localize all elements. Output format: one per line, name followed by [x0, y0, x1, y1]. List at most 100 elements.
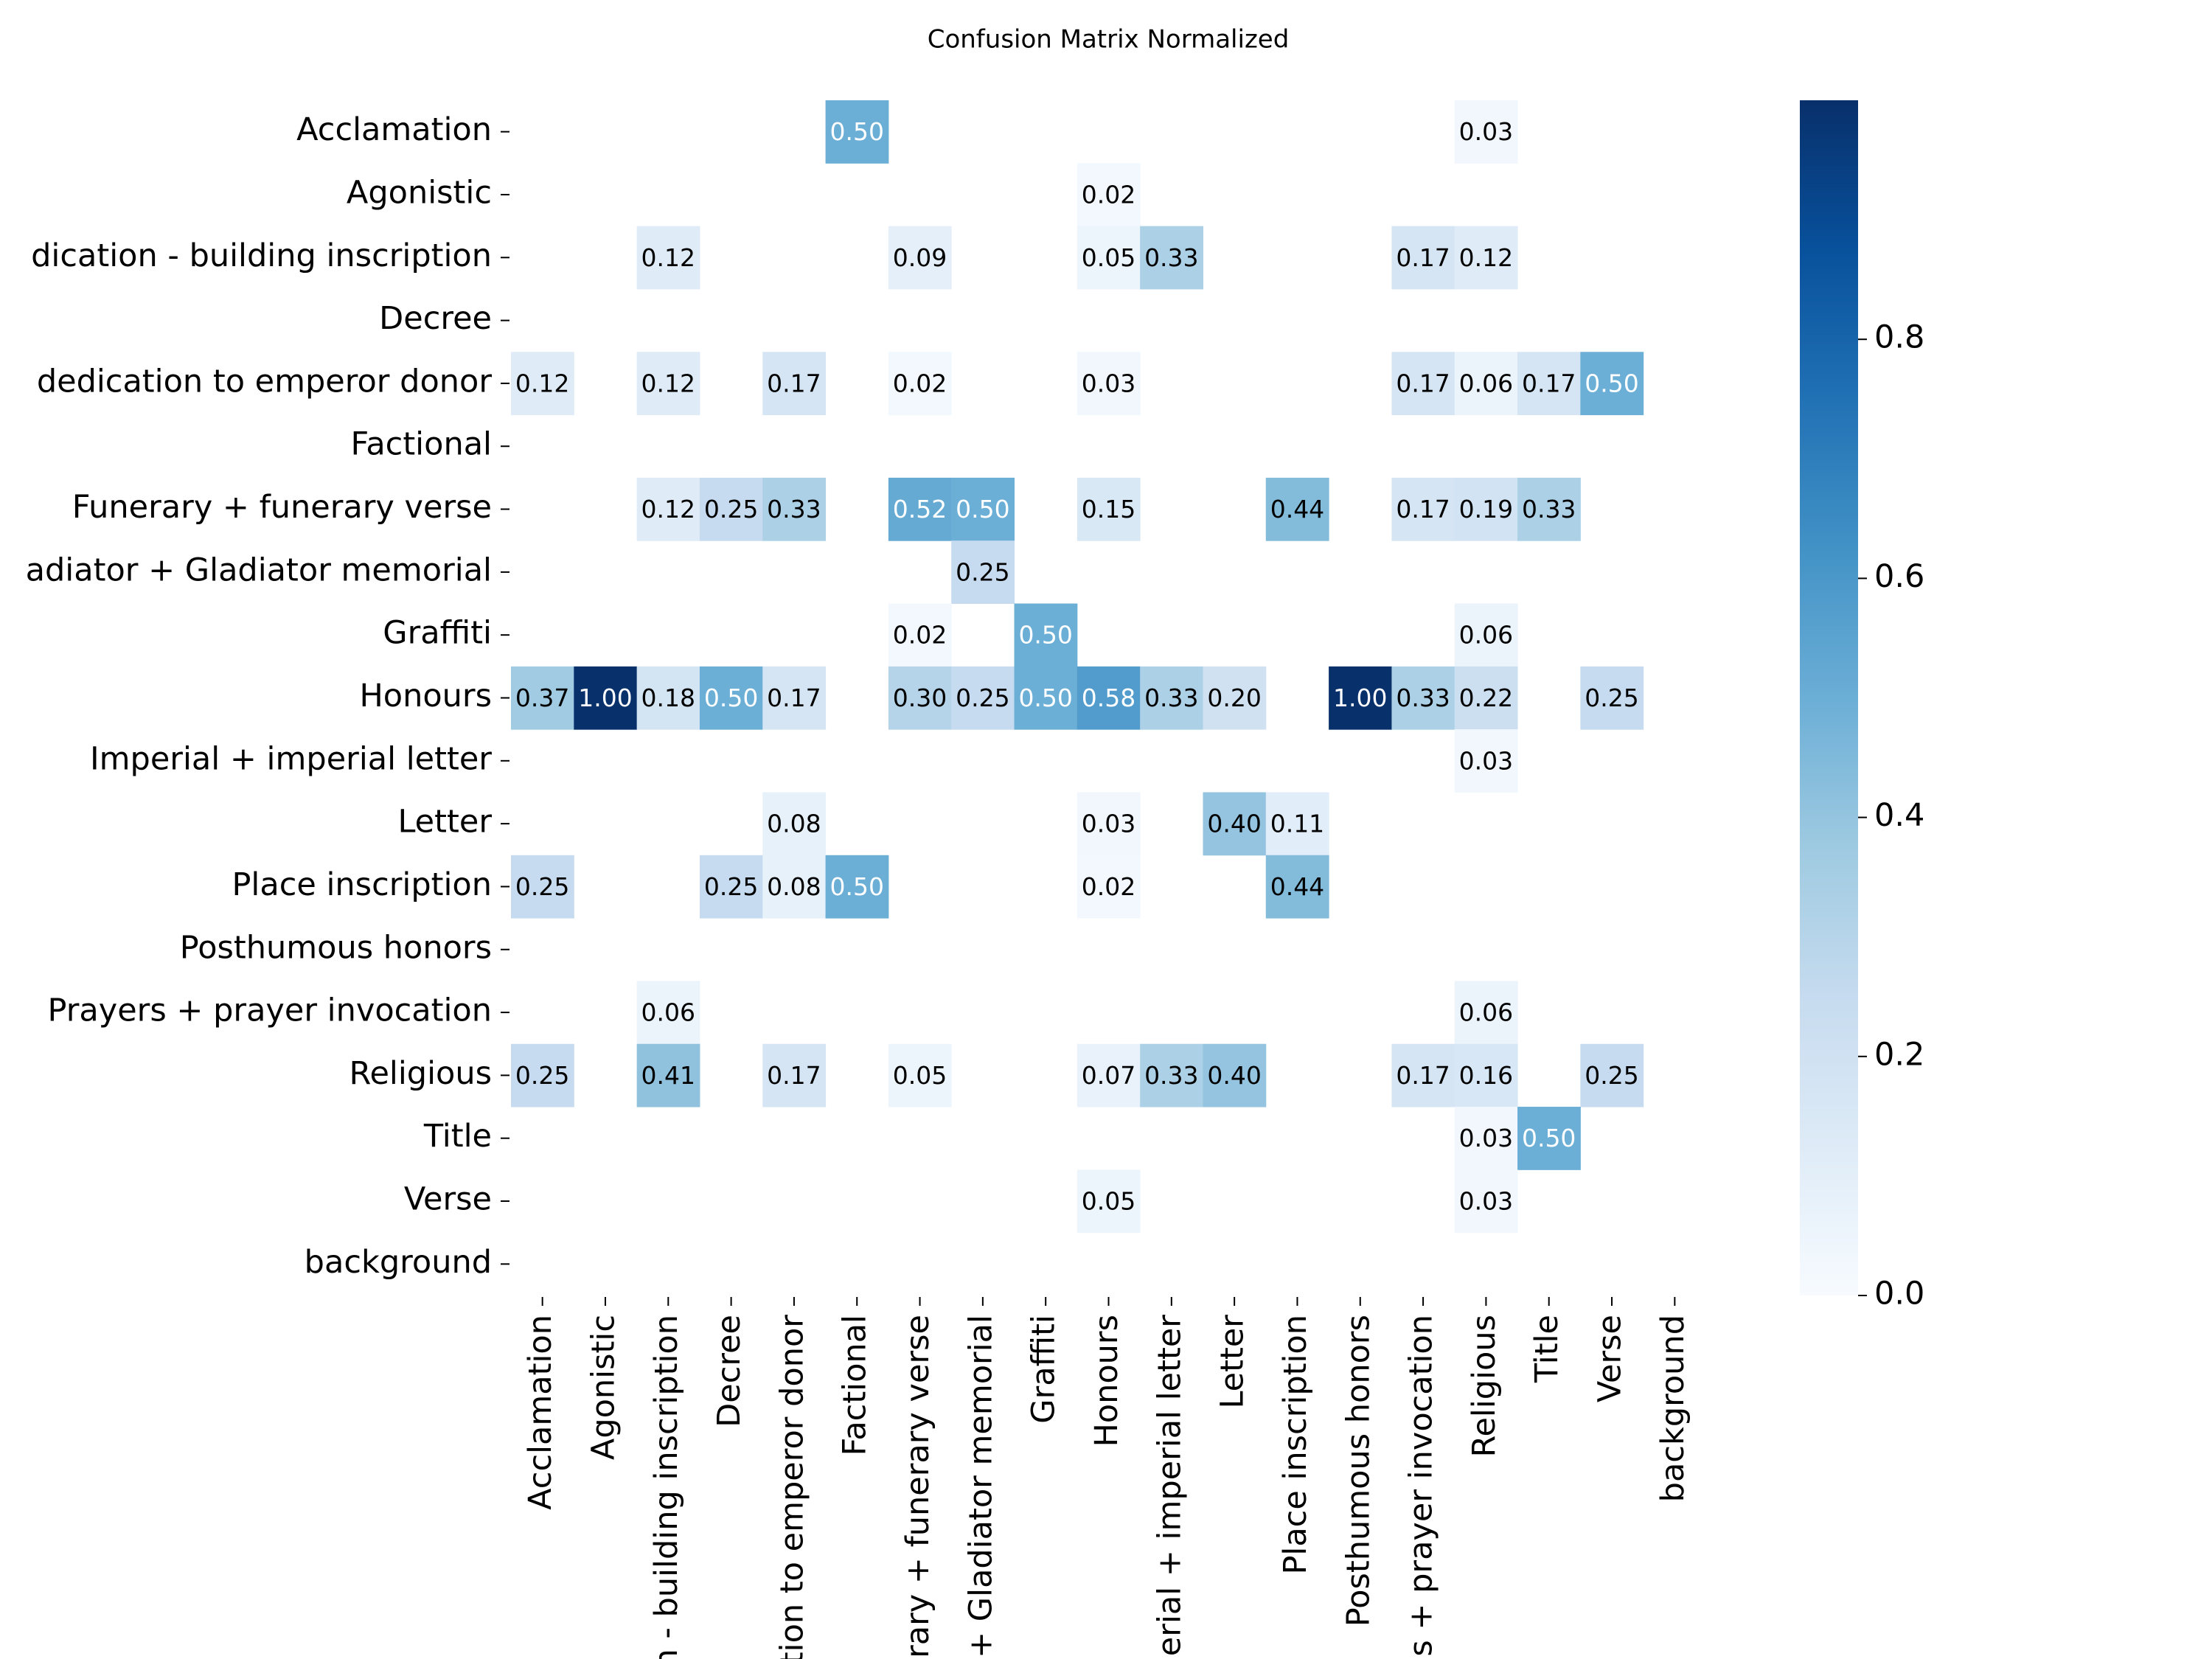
cell-label: 0.25: [1585, 684, 1638, 712]
heatmap-cell: [511, 855, 574, 919]
cell-label: 0.05: [1082, 243, 1135, 272]
heatmap-cell: [1140, 666, 1203, 730]
heatmap-cell: [636, 666, 700, 730]
heatmap-cell: [1014, 666, 1078, 730]
cell-label: 0.12: [1459, 243, 1513, 272]
cell-label: 0.06: [1459, 369, 1513, 397]
heatmap-cell: [1077, 666, 1141, 730]
y-tick-label: adiator + Gladiator memorial: [26, 552, 492, 588]
heatmap-cell: [1454, 603, 1518, 667]
heatmap-cell: [1077, 352, 1141, 416]
x-tick-label: erial + imperial letter: [1151, 1315, 1188, 1656]
heatmap-cell: [699, 666, 763, 730]
cell-label: 0.50: [704, 684, 758, 712]
x-tick-label: Title: [1528, 1315, 1565, 1383]
colorbar-tick-label: 0.4: [1874, 797, 1924, 834]
cell-label: 0.33: [767, 495, 821, 524]
heatmap-cell: [636, 477, 700, 541]
heatmap-cell: [888, 1043, 952, 1107]
heatmap-cell: [762, 352, 827, 416]
x-tick-label: Decree: [711, 1315, 748, 1427]
heatmap-cell: [1077, 1169, 1141, 1234]
cell-label: 0.06: [1459, 998, 1513, 1027]
heatmap-cell: [1014, 603, 1078, 667]
cell-label: 0.40: [1207, 1061, 1261, 1090]
heatmap-cell: [825, 855, 889, 919]
y-tick-label: Agonistic: [347, 174, 492, 211]
cell-label: 0.25: [704, 872, 758, 901]
y-tick-label: Honours: [359, 678, 492, 714]
y-tick-label: Imperial + imperial letter: [90, 740, 492, 777]
x-tick-label: Agonistic: [585, 1315, 622, 1460]
x-tick-label: Verse: [1592, 1315, 1629, 1402]
cell-label: 0.17: [767, 1061, 821, 1090]
cell-label: 0.50: [1018, 684, 1072, 712]
y-tick-label: Acclamation: [296, 111, 492, 148]
heatmap-cell: [699, 477, 763, 541]
cell-label: 0.52: [893, 495, 947, 524]
cell-label: 0.41: [641, 1061, 695, 1090]
cell-label: 0.22: [1459, 684, 1513, 712]
heatmap-cell: [1203, 666, 1267, 730]
cell-label: 0.33: [1144, 243, 1198, 272]
cell-label: 0.05: [1082, 1187, 1135, 1216]
cell-label: 0.02: [893, 369, 947, 397]
cell-label: 0.06: [641, 998, 695, 1027]
x-tick-label: + Gladiator memorial: [962, 1315, 999, 1658]
x-tick-label: Honours: [1088, 1315, 1125, 1447]
heatmap-cell: [888, 352, 952, 416]
heatmap-cell: [1391, 666, 1455, 730]
cell-label: 0.16: [1459, 1061, 1513, 1090]
heatmap-cell: [1077, 855, 1141, 919]
heatmap-cell: [1517, 477, 1581, 541]
heatmap-cell: [1454, 226, 1518, 290]
cell-label: 0.12: [641, 243, 695, 272]
heatmap-cell: [511, 666, 574, 730]
cell-label: 0.08: [767, 810, 821, 838]
y-tick-label: Decree: [379, 300, 492, 337]
heatmap-cell: [762, 666, 827, 730]
cell-label: 0.03: [1082, 810, 1135, 838]
heatmap-cell: [762, 477, 827, 541]
cell-label: 0.05: [893, 1061, 947, 1090]
cell-label: 0.06: [1459, 621, 1513, 650]
x-tick-label: tion to emperor donor: [773, 1315, 810, 1659]
y-tick-label: Place inscription: [232, 866, 492, 903]
colorbar-tick-label: 0.8: [1874, 319, 1924, 356]
cell-label: 0.50: [1522, 1124, 1576, 1152]
cell-label: 0.03: [1459, 1187, 1513, 1216]
y-tick-label: Letter: [397, 804, 492, 841]
cell-label: 0.25: [704, 495, 758, 524]
heatmap-cell: [511, 1043, 574, 1107]
x-tick-label: s + prayer invocation: [1403, 1315, 1440, 1657]
heatmap-cell: [1077, 792, 1141, 856]
colorbar-tick-label: 0.2: [1874, 1036, 1924, 1073]
cell-label: 0.11: [1270, 810, 1324, 838]
cell-label: 0.15: [1082, 495, 1135, 524]
heatmap-cell: [1077, 1043, 1141, 1107]
cell-label: 0.07: [1082, 1061, 1135, 1090]
y-tick-label: background: [305, 1244, 492, 1281]
cell-label: 0.25: [956, 557, 1009, 586]
cell-label: 0.09: [893, 243, 947, 272]
x-tick-label: Factional: [837, 1315, 874, 1455]
x-tick-label: Posthumous honors: [1340, 1315, 1377, 1627]
cell-label: 0.44: [1270, 495, 1324, 524]
heatmap-cell: [1517, 352, 1581, 416]
cell-label: 1.00: [578, 684, 632, 712]
cell-label: 0.33: [1396, 684, 1450, 712]
cell-label: 0.37: [515, 684, 569, 712]
cell-label: 0.25: [515, 1061, 569, 1090]
heatmap-cell: [574, 666, 638, 730]
cell-label: 0.25: [515, 872, 569, 901]
cell-label: 0.58: [1082, 684, 1135, 712]
colorbar-tick-label: 0.0: [1874, 1276, 1924, 1312]
cell-label: 0.50: [1585, 369, 1638, 397]
cell-label: 0.12: [641, 369, 695, 397]
cell-label: 0.03: [1459, 1124, 1513, 1152]
x-tick-label: Graffiti: [1026, 1315, 1062, 1424]
heatmap-cell: [1203, 1043, 1267, 1107]
heatmap-cell: [636, 226, 700, 290]
heatmap-cell: [636, 1043, 700, 1107]
